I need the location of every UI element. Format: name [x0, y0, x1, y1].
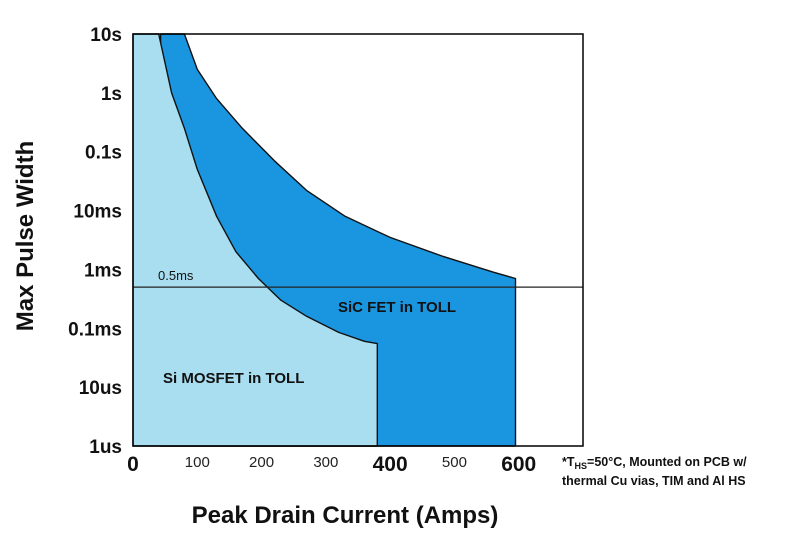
sic-series-label: SiC FET in TOLL — [338, 299, 456, 316]
x-tick-label-6: 600 — [501, 453, 536, 476]
si-series-label: Si MOSFET in TOLL — [163, 370, 304, 387]
x-tick-label-1: 100 — [185, 454, 210, 471]
y-tick-label-2: 0.1s — [85, 143, 122, 164]
plot-areas — [132, 33, 517, 447]
x-tick-labels: 0 100 200 300 400 500 600 — [127, 453, 536, 476]
y-tick-label-0: 10s — [90, 25, 122, 46]
x-tick-label-2: 200 — [249, 454, 274, 471]
y-tick-label-6: 10us — [79, 378, 122, 399]
y-tick-labels: 10s 1s 0.1s 10ms 1ms 0.1ms 10us 1us — [68, 25, 122, 458]
x-tick-label-5: 500 — [442, 454, 467, 471]
y-tick-label-5: 0.1ms — [68, 319, 122, 340]
y-tick-label-4: 1ms — [84, 260, 122, 281]
y-tick-label-7: 1us — [89, 437, 122, 458]
y-axis-label: Max Pulse Width — [12, 141, 39, 331]
x-tick-label-4: 400 — [373, 453, 408, 476]
x-axis-label: Peak Drain Current (Amps) — [192, 502, 499, 529]
footnote-line-2: thermal Cu vias, TIM and Al HS — [562, 474, 746, 488]
x-tick-label-3: 300 — [313, 454, 338, 471]
y-tick-label-3: 10ms — [73, 202, 122, 223]
x-tick-label-0: 0 — [127, 453, 139, 476]
plot-frame — [132, 33, 584, 447]
footnote-line-1: *THS=50°C, Mounted on PCB w/ — [562, 455, 747, 471]
reference-line-label: 0.5ms — [158, 268, 194, 283]
area-series-1 — [132, 33, 378, 447]
y-tick-label-1: 1s — [101, 84, 122, 105]
